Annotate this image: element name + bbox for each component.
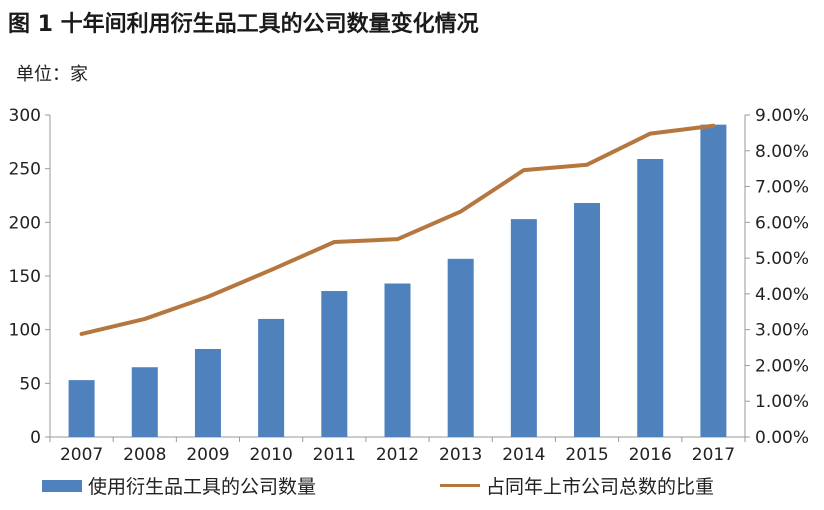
- y-left-tick-label: 50: [19, 374, 41, 394]
- line-point: [711, 124, 715, 128]
- legend-label-bar: 使用衍生品工具的公司数量: [88, 476, 317, 498]
- line-point: [585, 163, 589, 167]
- legend-swatch-line: [440, 484, 480, 487]
- y-left-tick-label: 100: [9, 321, 41, 341]
- chart-title: 图 1 十年间利用衍生品工具的公司数量变化情况: [8, 12, 479, 37]
- y-right-tick-label: 5.00%: [755, 249, 809, 269]
- bar: [447, 258, 474, 437]
- y-left-tick-label: 300: [9, 106, 41, 126]
- y-right-tick-label: 0.00%: [755, 428, 809, 448]
- y-right-tick-label: 9.00%: [755, 106, 809, 126]
- legend-item-bar: 使用衍生品工具的公司数量: [42, 472, 316, 499]
- x-tick-label: 2012: [376, 445, 419, 465]
- x-tick-label: 2010: [250, 445, 293, 465]
- y-left-tick-label: 250: [9, 160, 41, 180]
- legend-label-line: 占同年上市公司总数的比重: [486, 476, 715, 498]
- bar: [131, 367, 158, 437]
- line-point: [80, 332, 84, 336]
- bar: [700, 124, 727, 437]
- y-right-tick-label: 1.00%: [755, 392, 809, 412]
- line-point: [206, 295, 210, 299]
- y-left-tick-label: 200: [9, 213, 41, 233]
- legend: 使用衍生品工具的公司数量 占同年上市公司总数的比重: [0, 472, 824, 506]
- x-tick-label: 2008: [123, 445, 166, 465]
- x-tick-label: 2007: [60, 445, 103, 465]
- line-point: [648, 132, 652, 136]
- line-point: [522, 168, 526, 172]
- line-point: [459, 210, 463, 214]
- y-right-tick-label: 6.00%: [755, 213, 809, 233]
- x-tick-label: 2011: [313, 445, 356, 465]
- bar: [637, 159, 664, 438]
- legend-swatch-bar: [42, 479, 82, 492]
- bar: [68, 380, 95, 437]
- y-right-tick-label: 8.00%: [755, 142, 809, 162]
- y-left-tick-label: 150: [9, 267, 41, 287]
- bar: [258, 318, 285, 437]
- bar: [510, 219, 537, 437]
- y-right-tick-label: 7.00%: [755, 178, 809, 198]
- bar: [321, 291, 348, 437]
- y-right-tick-label: 3.00%: [755, 321, 809, 341]
- bar: [384, 283, 411, 437]
- line-point: [143, 317, 147, 321]
- x-tick-label: 2016: [629, 445, 672, 465]
- x-tick-label: 2015: [565, 445, 608, 465]
- line-point: [332, 240, 336, 244]
- unit-label: 单位：家: [16, 64, 88, 85]
- y-left-tick-label: 0: [30, 428, 41, 448]
- line-point: [269, 268, 273, 272]
- x-tick-label: 2009: [186, 445, 229, 465]
- y-right-tick-label: 4.00%: [755, 285, 809, 305]
- x-tick-label: 2017: [692, 445, 735, 465]
- combo-chart: 0 50 100 150 200 250 300 0.00% 1.00% 2.00% 3.00% 4.…: [9, 106, 809, 465]
- legend-item-line: 占同年上市公司总数的比重: [440, 472, 714, 499]
- x-tick-label: 2013: [439, 445, 482, 465]
- bar: [574, 203, 601, 437]
- bar: [194, 348, 221, 437]
- line-point: [396, 237, 399, 241]
- x-tick-label: 2014: [502, 445, 545, 465]
- y-right-tick-label: 2.00%: [755, 356, 809, 376]
